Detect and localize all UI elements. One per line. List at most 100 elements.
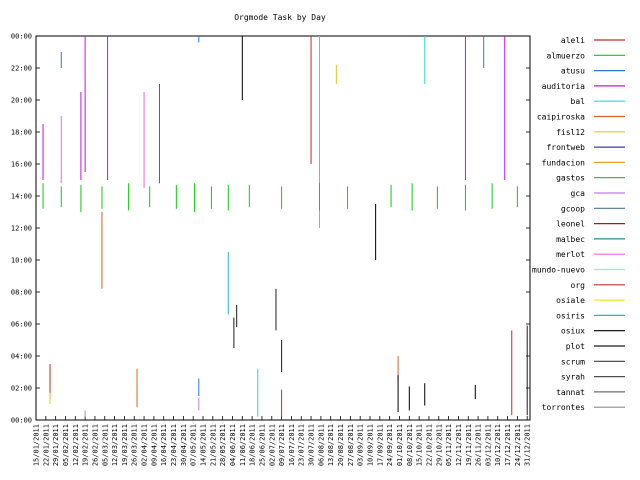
y-tick-label: 10:00 [11,257,32,265]
x-tick-label: 03/09/2011 [357,424,365,466]
x-tick-label: 31/12/2011 [524,424,532,466]
segment-almuerzo [281,186,283,209]
x-tick-label: 11/06/2011 [239,424,247,466]
x-axis-ticks: 15/01/2011 22/01/2011 29/01/2011 05/02/2011… [33,416,532,466]
segment-osiux [424,383,426,406]
x-tick-label: 05/02/2011 [62,424,70,466]
x-tick-label: 09/07/2011 [278,424,286,466]
x-tick-label: 23/04/2011 [170,424,178,466]
x-tick-label: 12/02/2011 [72,424,80,466]
segment-auditoria [80,92,82,180]
segment-osiux [241,36,243,100]
segment-auditoria [84,36,86,172]
x-tick-label: 03/12/2011 [484,424,492,466]
legend-label: aleli [561,36,585,45]
plot-area [35,35,531,421]
segment-almuerzo [491,183,493,209]
legend: aleli almuerzo atusu auditoria bal caipiroska… [532,36,625,412]
segment-atusu [60,52,62,68]
x-tick-label: 01/10/2011 [396,424,404,466]
segment-bal [318,36,320,228]
segment-plot [275,288,277,331]
x-tick-label: 08/10/2011 [406,424,414,466]
segment-osiris [227,252,229,315]
segment-almuerzo [248,184,250,208]
x-tick-label: 29/01/2011 [52,424,60,466]
legend-label: org [571,281,586,290]
segment-osiux [375,204,377,260]
legend-label: almuerzo [546,51,585,60]
y-tick-label: 22:00 [11,65,32,73]
legend-label: osiale [556,296,585,305]
x-tick-label: 12/03/2011 [111,424,119,466]
legend-label: leonel [556,220,585,229]
chart-title: Orgmode Task by Day [234,13,326,22]
segment-fisl12 [335,64,337,84]
segment-almuerzo [128,183,130,211]
x-tick-label: 14/05/2011 [200,424,208,466]
segment-plot [526,325,528,416]
y-tick-label: 08:00 [11,289,32,297]
segment-osiux [397,375,399,412]
segment-almuerzo [464,184,466,211]
x-tick-label: 18/06/2011 [249,424,257,466]
segment-aleli [511,330,513,416]
segment-almuerzo [149,186,151,208]
x-tick-label: 04/06/2011 [229,424,237,466]
legend-label: torrontes [542,403,586,412]
legend-label: tannat [556,388,585,397]
segment-aleli [281,389,283,417]
segment-aleli [49,364,51,396]
segment-gca [198,397,200,411]
segment-caipiroska [101,212,103,289]
x-tick-label: 05/03/2011 [101,424,109,466]
y-tick-label: 06:00 [11,321,32,329]
segment-almuerzo [60,186,62,208]
segment-auditoria [42,124,44,180]
segment-almuerzo [390,184,392,208]
x-tick-label: 24/09/2011 [386,424,394,466]
legend-label: auditoria [542,82,586,91]
segment-almuerzo [516,186,518,208]
segment-almuerzo [101,186,103,209]
segment-almuerzo [80,184,82,212]
x-tick-label: 16/07/2011 [288,424,296,466]
x-tick-label: 07/05/2011 [190,424,198,466]
x-tick-label: 12/11/2011 [455,424,463,466]
legend-label: bal [571,97,586,106]
legend-label: scrum [561,357,585,366]
y-tick-label: 20:00 [11,97,32,105]
legend-label: frontweb [546,143,585,152]
x-tick-label: 06/08/2011 [317,424,325,466]
x-tick-label: 24/12/2011 [514,424,522,466]
segment-almuerzo [347,186,349,209]
x-tick-label: 22/01/2011 [42,424,50,466]
x-tick-label: 29/10/2011 [435,424,443,466]
segment-almuerzo [175,184,177,209]
segment-almuerzo [194,183,196,212]
segment-caipiroska [397,356,399,380]
legend-label: osiux [561,327,585,336]
x-tick-label: 19/03/2011 [121,424,129,466]
x-tick-label: 28/05/2011 [219,424,227,466]
segment-merlot [143,92,145,188]
y-tick-label: 04:00 [11,353,32,361]
x-tick-label: 25/06/2011 [258,424,266,466]
x-tick-label: 19/02/2011 [82,424,90,466]
x-tick-label: 20/08/2011 [337,424,345,466]
legend-label: fundacion [542,158,586,167]
segment-plot [233,317,235,348]
segment-atusu [483,36,485,68]
x-tick-label: 15/01/2011 [33,424,41,466]
segment-almuerzo [411,183,413,211]
segment-aleli [310,36,312,164]
x-tick-label: 05/11/2011 [445,424,453,466]
y-axis-ticks: 00:00 02:00 04:00 06:00 08:00 10:00 12:00 14:00… [11,33,530,425]
legend-label: mundo-nuevo [532,266,585,275]
segment-osiux [474,384,476,400]
x-tick-label: 26/02/2011 [91,424,99,466]
segment-atusu [198,36,200,43]
x-tick-label: 16/04/2011 [160,424,168,466]
y-tick-label: 00:00 [11,417,32,425]
segment-almuerzo [436,186,438,209]
